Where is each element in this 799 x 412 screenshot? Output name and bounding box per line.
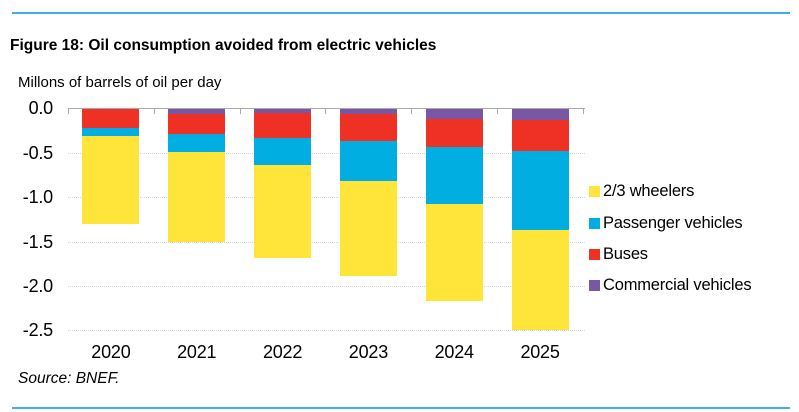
y-axis-tick-label: -1.0 [22,187,53,208]
x-axis-label: 2023 [348,342,389,362]
bar-segment [511,150,569,230]
bar-segment [425,147,483,204]
figure-title: Figure 18: Oil consumption avoided from … [10,37,437,54]
bar-segment [254,113,312,139]
bar-segment [511,119,569,151]
x-axis-label: 2022 [262,342,303,362]
y-axis-tick-label: -0.5 [22,142,53,163]
bar-segment [168,109,226,115]
y-axis-tick-label: -1.5 [22,231,53,252]
x-axis-label: 2024 [434,342,474,362]
bar-segment [511,229,569,330]
chart-legend: 2/3 wheelers Passenger vehicles Buses Comme… [589,176,752,302]
legend-swatch [589,248,600,260]
bar-segment [82,109,140,128]
axis-tick-mark [497,109,499,114]
bar-segment [511,109,569,120]
bottom-divider [12,407,790,409]
x-axis-label: 2020 [91,342,131,362]
y-axis-tick-label: -2.0 [22,275,53,296]
x-axis-zero-line [68,108,585,109]
bar-segment [339,140,397,181]
gridline [68,330,585,332]
bar-segment [168,151,226,243]
x-axis-label: 2021 [177,342,217,362]
axis-tick-mark [239,109,241,114]
legend-label: Passenger vehicles [603,213,743,232]
bar-segment [425,118,483,148]
axis-tick-mark [582,109,584,114]
legend-item: Commercial vehicles [589,270,752,301]
axis-tick-mark [325,109,327,114]
y-axis-unit-label: Millons of barrels of oil per day [18,74,222,91]
bar-segment [425,109,483,119]
source-note: Source: BNEF. [18,370,120,387]
gridline [68,152,585,154]
bar-segment [168,133,226,152]
legend-label: Commercial vehicles [603,276,752,295]
gridline [68,241,585,243]
legend-item: Passenger vehicles [589,207,751,238]
gridline [68,285,585,287]
legend-swatch [589,280,600,292]
legend-swatch [589,186,600,198]
legend-swatch [589,217,600,229]
bar-segment [254,164,312,258]
y-axis-tick-label: -2.5 [22,320,53,341]
legend-label: 2/3 wheelers [603,182,695,201]
axis-tick-mark [68,109,69,114]
bar-segment [82,127,140,137]
y-axis-tick-label: 0.0 [28,98,54,118]
bar-segment [339,114,397,141]
gridline [68,197,585,199]
axis-tick-mark [411,109,413,114]
bar-segment [339,109,397,115]
x-axis-label: 2025 [520,342,560,362]
legend-label: Buses [603,244,648,263]
bar-segment [82,136,140,225]
legend-item: 2/3 wheelers [589,176,751,207]
legend-item: Buses [589,239,751,270]
axis-tick-mark [153,109,155,114]
top-divider [12,12,790,14]
bar-segment [254,138,312,165]
bar-segment [425,203,483,302]
bar-segment [339,180,397,276]
bar-segment [168,114,226,134]
bar-segment [254,109,312,114]
